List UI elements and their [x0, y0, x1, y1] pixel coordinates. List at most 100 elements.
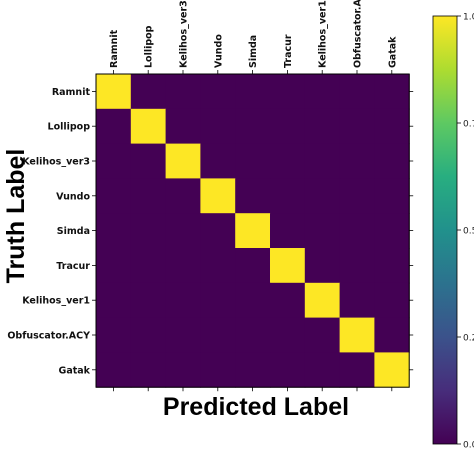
heatmap-cell	[165, 74, 201, 110]
heatmap-cell	[339, 178, 375, 214]
heatmap-cell	[235, 248, 271, 284]
heatmap-cell	[374, 248, 410, 284]
heatmap-cell	[165, 282, 201, 319]
heatmap-cell	[130, 317, 167, 353]
colorbar-tick-label: 0.75	[463, 120, 474, 130]
y-axis-tick-labels: Ramnit Lollipop Kelihos_ver3 Vundo Simda Trac…	[7, 87, 90, 376]
heatmap-cell	[165, 108, 201, 145]
heatmap-cell	[270, 74, 306, 110]
y-tick-label: Lollipop	[48, 122, 91, 133]
heatmap-cell	[96, 213, 132, 249]
x-tick-label: Vundo	[213, 34, 224, 68]
x-axis-label: Predicted Label	[163, 393, 349, 421]
x-tick-label: Lollipop	[144, 25, 155, 68]
heatmap-cell	[339, 143, 375, 179]
heatmap-cell	[270, 317, 306, 353]
heatmap-cell	[374, 74, 410, 110]
colorbar: 0.00 0.25 0.50 0.75 1.00	[432, 13, 474, 449]
y-tick-label: Obfuscator.ACY	[7, 331, 90, 342]
heatmap-cell	[235, 282, 271, 319]
heatmap-cell	[304, 317, 341, 353]
heatmap-cell	[200, 108, 236, 145]
heatmap-cell	[200, 352, 236, 388]
heatmap-cell	[304, 213, 341, 249]
heatmap-cell	[200, 248, 236, 284]
y-tick-label: Simda	[57, 226, 90, 237]
heatmap-cell	[374, 282, 410, 319]
heatmap-cell	[130, 352, 167, 388]
heatmap-cell	[374, 213, 410, 249]
y-tick-label: Kelihos_ver1	[22, 296, 90, 307]
heatmap-cell	[235, 178, 271, 214]
heatmap-cell	[165, 178, 201, 214]
colorbar-gradient	[432, 15, 458, 445]
heatmap-cell	[270, 248, 306, 284]
heatmap-cell	[130, 282, 167, 319]
x-tick-label: Tracur	[283, 34, 294, 68]
y-axis-label: Truth Label	[2, 149, 30, 284]
heatmap-cell	[235, 213, 271, 249]
colorbar-tick-label: 0.25	[463, 334, 474, 344]
heatmap-cell	[235, 108, 271, 145]
x-tick-label: Simda	[248, 35, 259, 68]
heatmap-cell	[96, 108, 132, 145]
heatmap-cell	[339, 108, 375, 145]
heatmap-cell	[200, 178, 236, 214]
heatmap-cell	[304, 143, 341, 179]
heatmap-cell	[339, 213, 375, 249]
heatmap-cell	[235, 143, 271, 179]
heatmap-cell	[374, 143, 410, 179]
heatmap-cell	[270, 108, 306, 145]
heatmap-cell	[235, 352, 271, 388]
heatmap-cell	[130, 108, 167, 145]
heatmap-cell	[96, 248, 132, 284]
heatmap-cell	[339, 74, 375, 110]
heatmap-cell	[339, 317, 375, 353]
x-tick-label: Obfuscator.ACY	[353, 0, 364, 68]
heatmap-cell	[130, 143, 167, 179]
heatmap-cell	[304, 282, 341, 319]
heatmap-cell	[200, 282, 236, 319]
heatmap-cells	[96, 74, 410, 388]
heatmap-cell	[200, 143, 236, 179]
heatmap-cell	[200, 213, 236, 249]
heatmap-cell	[374, 178, 410, 214]
heatmap-cell	[304, 74, 341, 110]
colorbar-ticks: 0.00 0.25 0.50 0.75 1.00	[457, 13, 474, 449]
heatmap-cell	[339, 282, 375, 319]
heatmap-cell	[235, 74, 271, 110]
heatmap-cell	[374, 317, 410, 353]
heatmap-cell	[130, 248, 167, 284]
heatmap-cell	[165, 213, 201, 249]
x-tick-label: Kelihos_ver1	[318, 0, 329, 68]
heatmap-cell	[165, 352, 201, 388]
heatmap-cell	[270, 178, 306, 214]
x-tick-label: Gatak	[387, 36, 398, 68]
heatmap-cell	[304, 352, 341, 388]
heatmap-cell	[304, 248, 341, 284]
heatmap-cell	[96, 74, 132, 110]
y-tick-label: Gatak	[59, 365, 91, 376]
x-axis-tick-labels: Ramnit Lollipop Kelihos_ver3 Vundo Simda Trac…	[109, 0, 398, 68]
heatmap-cell	[165, 248, 201, 284]
heatmap-cell	[339, 352, 375, 388]
heatmap-cell	[96, 282, 132, 319]
y-tick-label: Ramnit	[52, 87, 91, 98]
heatmap-cell	[304, 108, 341, 145]
heatmap-cell	[200, 317, 236, 353]
x-tick-label: Kelihos_ver3	[179, 0, 190, 68]
heatmap-cell	[235, 317, 271, 353]
heatmap-cell	[270, 352, 306, 388]
y-axis-ticks	[92, 91, 414, 371]
heatmap-cell	[165, 143, 201, 179]
heatmap-cell	[96, 317, 132, 353]
heatmap-cell	[200, 74, 236, 110]
heatmap-cell	[339, 248, 375, 284]
heatmap-cell	[130, 213, 167, 249]
y-tick-label: Vundo	[56, 191, 90, 202]
colorbar-tick-label: 0.00	[463, 441, 474, 449]
colorbar-tick-label: 1.00	[463, 13, 474, 23]
heatmap-cell	[304, 178, 341, 214]
y-tick-label: Kelihos_ver3	[22, 157, 90, 168]
